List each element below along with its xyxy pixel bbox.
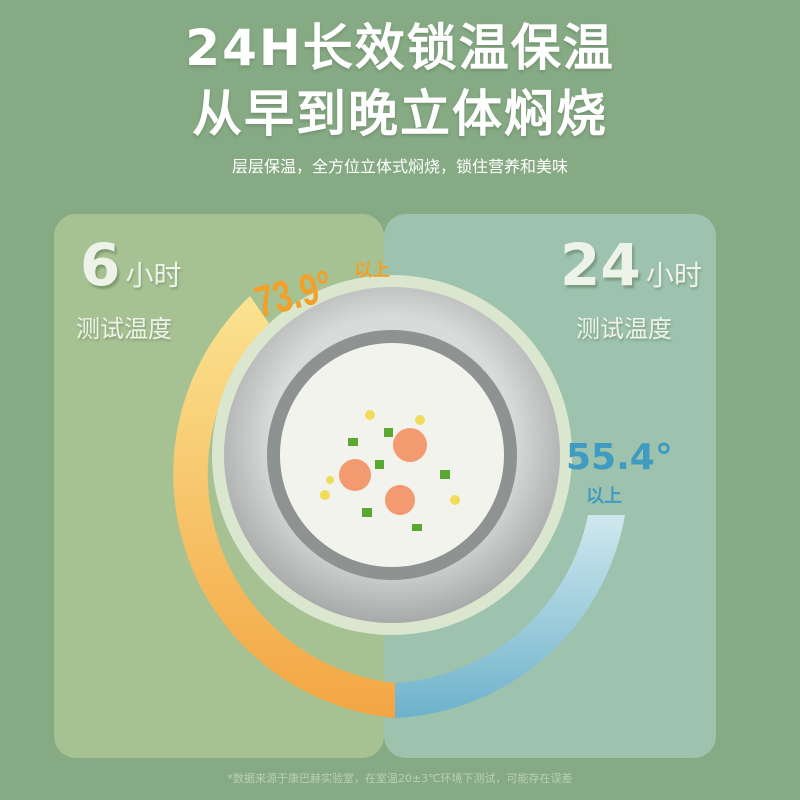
cool-arc [395, 515, 625, 718]
porridge [280, 343, 504, 567]
left-unit: 小时 [125, 259, 182, 292]
right-temperature-suffix: 以上 [586, 486, 622, 507]
left-hours: 6 [80, 231, 121, 299]
scallion-icon [348, 428, 450, 531]
right-unit: 小时 [645, 259, 702, 292]
right-temperature: 55.4° [566, 437, 673, 478]
headline-line1: 24H长效锁温保温 [185, 19, 615, 77]
right-label: 测试温度 [576, 315, 672, 343]
left-duration: 6 小时 [80, 232, 181, 299]
warm-arc [173, 296, 395, 718]
headline-line2: 从早到晚立体焖烧 [192, 85, 608, 143]
shrimp-icon [339, 428, 427, 515]
left-label: 测试温度 [76, 315, 172, 343]
corn-icon [320, 410, 460, 505]
subtitle: 层层保温，全方位立体式焖烧，锁住营养和美味 [231, 157, 568, 176]
right-duration: 24 小时 [560, 232, 702, 299]
footnote: *数据来源于康巴赫实验室，在室温20±3℃环境下测试，可能存在误差 [227, 772, 573, 785]
right-hours: 24 [560, 231, 641, 299]
left-temperature-suffix: 以上 [354, 260, 390, 281]
